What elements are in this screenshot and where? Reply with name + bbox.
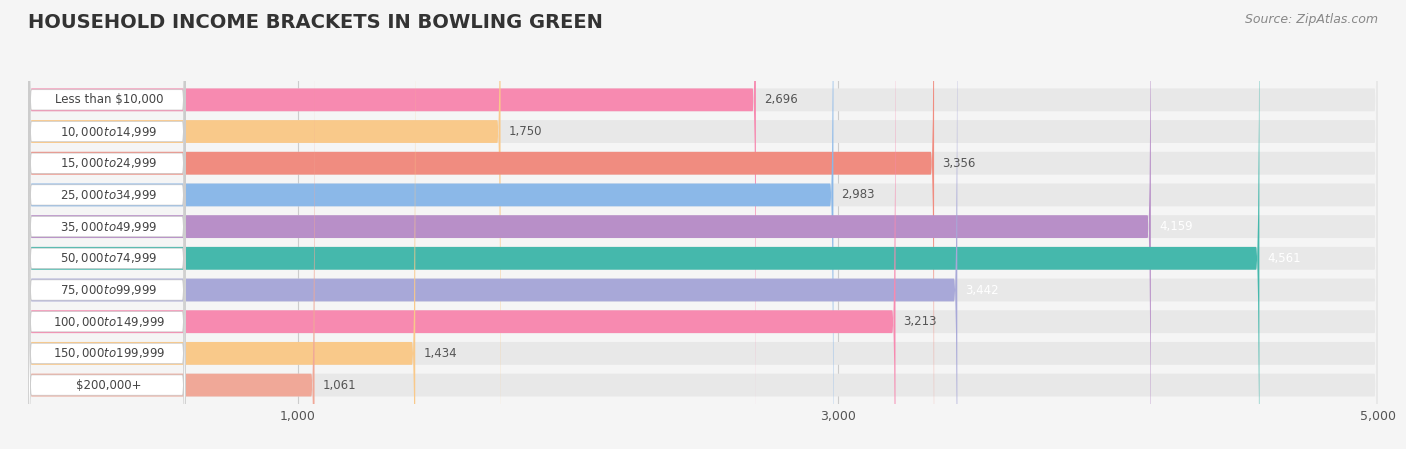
FancyBboxPatch shape bbox=[28, 16, 1378, 449]
FancyBboxPatch shape bbox=[28, 0, 1378, 449]
FancyBboxPatch shape bbox=[28, 0, 1378, 449]
Text: $15,000 to $24,999: $15,000 to $24,999 bbox=[60, 156, 157, 170]
Text: $50,000 to $74,999: $50,000 to $74,999 bbox=[60, 251, 157, 265]
Text: 2,983: 2,983 bbox=[841, 189, 875, 202]
FancyBboxPatch shape bbox=[28, 0, 1378, 449]
FancyBboxPatch shape bbox=[28, 0, 896, 449]
Text: 3,356: 3,356 bbox=[942, 157, 976, 170]
FancyBboxPatch shape bbox=[28, 0, 1378, 449]
FancyBboxPatch shape bbox=[28, 0, 1378, 449]
FancyBboxPatch shape bbox=[28, 0, 186, 449]
FancyBboxPatch shape bbox=[28, 47, 186, 449]
Text: 4,159: 4,159 bbox=[1159, 220, 1192, 233]
FancyBboxPatch shape bbox=[28, 15, 186, 449]
FancyBboxPatch shape bbox=[28, 0, 756, 449]
Text: $150,000 to $199,999: $150,000 to $199,999 bbox=[53, 346, 166, 361]
Text: 1,750: 1,750 bbox=[509, 125, 543, 138]
FancyBboxPatch shape bbox=[28, 0, 957, 449]
FancyBboxPatch shape bbox=[28, 16, 315, 449]
FancyBboxPatch shape bbox=[28, 0, 186, 449]
Text: $35,000 to $49,999: $35,000 to $49,999 bbox=[60, 220, 157, 233]
Text: $75,000 to $99,999: $75,000 to $99,999 bbox=[60, 283, 157, 297]
FancyBboxPatch shape bbox=[28, 0, 186, 449]
FancyBboxPatch shape bbox=[28, 0, 186, 449]
Text: 2,696: 2,696 bbox=[763, 93, 797, 106]
Text: $25,000 to $34,999: $25,000 to $34,999 bbox=[60, 188, 157, 202]
FancyBboxPatch shape bbox=[28, 0, 1378, 449]
FancyBboxPatch shape bbox=[28, 0, 934, 449]
Text: $10,000 to $14,999: $10,000 to $14,999 bbox=[60, 124, 157, 139]
FancyBboxPatch shape bbox=[28, 0, 1378, 449]
FancyBboxPatch shape bbox=[28, 0, 834, 449]
Text: Source: ZipAtlas.com: Source: ZipAtlas.com bbox=[1244, 13, 1378, 26]
FancyBboxPatch shape bbox=[28, 0, 186, 449]
FancyBboxPatch shape bbox=[28, 0, 186, 407]
FancyBboxPatch shape bbox=[28, 0, 1378, 449]
FancyBboxPatch shape bbox=[28, 0, 1152, 449]
Text: 1,061: 1,061 bbox=[322, 379, 356, 392]
FancyBboxPatch shape bbox=[28, 0, 1260, 449]
Text: Less than $10,000: Less than $10,000 bbox=[55, 93, 163, 106]
FancyBboxPatch shape bbox=[28, 0, 501, 449]
Text: 3,213: 3,213 bbox=[904, 315, 936, 328]
Text: $100,000 to $149,999: $100,000 to $149,999 bbox=[53, 315, 166, 329]
FancyBboxPatch shape bbox=[28, 0, 186, 438]
FancyBboxPatch shape bbox=[28, 0, 1378, 449]
FancyBboxPatch shape bbox=[28, 78, 186, 449]
Text: 1,434: 1,434 bbox=[423, 347, 457, 360]
Text: 4,561: 4,561 bbox=[1267, 252, 1301, 265]
Text: $200,000+: $200,000+ bbox=[76, 379, 142, 392]
Text: 3,442: 3,442 bbox=[966, 283, 1000, 296]
Text: HOUSEHOLD INCOME BRACKETS IN BOWLING GREEN: HOUSEHOLD INCOME BRACKETS IN BOWLING GRE… bbox=[28, 13, 603, 32]
FancyBboxPatch shape bbox=[28, 0, 415, 449]
